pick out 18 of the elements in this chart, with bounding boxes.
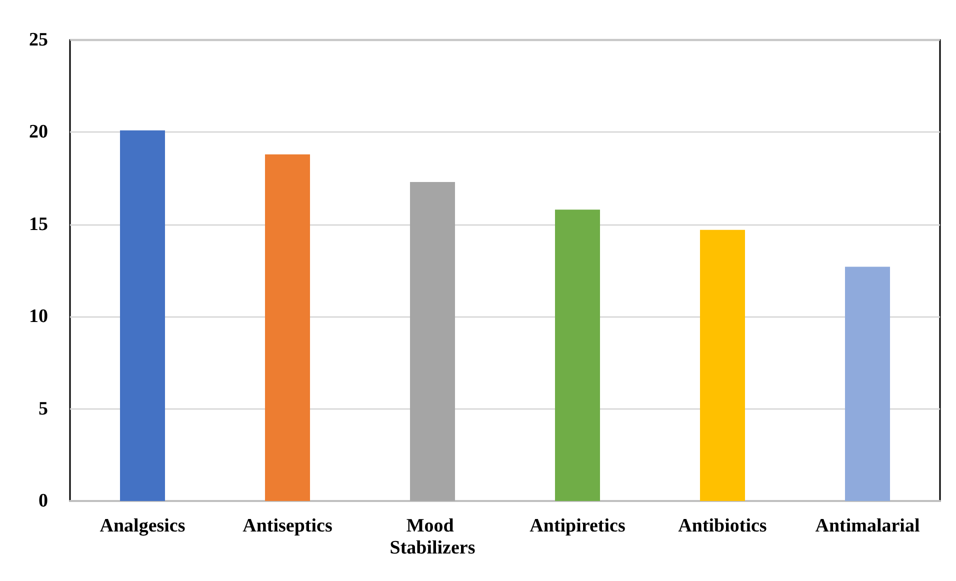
y-tick-label: 15	[29, 214, 48, 235]
y-tick-label: 10	[29, 306, 48, 328]
x-tick-label: Mood Stabilizers	[390, 516, 476, 558]
bar	[555, 210, 600, 501]
y-tick-label: 20	[29, 122, 48, 143]
x-tick-label: Antipiretics	[530, 516, 626, 536]
x-tick-label: Antimalarial	[815, 516, 920, 536]
x-tick-label: Analgesics	[100, 516, 186, 536]
x-tick-label: Antiseptics	[242, 516, 332, 536]
bar	[700, 230, 745, 501]
bar	[265, 154, 310, 501]
y-tick-label: 0	[38, 490, 48, 512]
bar	[845, 266, 890, 501]
y-tick-label: 25	[29, 30, 48, 50]
y-tick-label: 5	[38, 398, 48, 420]
x-tick-label: Antibiotics	[678, 516, 767, 536]
bar	[120, 130, 165, 501]
bar	[410, 182, 455, 501]
